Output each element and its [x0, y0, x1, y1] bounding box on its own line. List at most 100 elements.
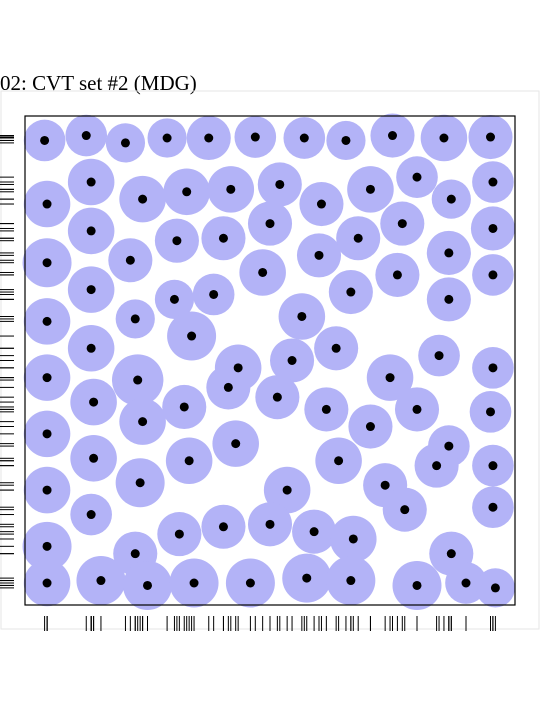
sample-point	[287, 356, 297, 365]
sample-point	[265, 219, 275, 229]
sample-point	[184, 456, 194, 466]
disk-layer	[22, 113, 515, 610]
sample-point	[209, 289, 219, 299]
sample-point	[434, 351, 444, 361]
sample-point	[444, 248, 454, 258]
sample-point	[385, 373, 395, 383]
sample-point	[187, 331, 197, 341]
sample-point	[397, 219, 407, 229]
sample-point	[174, 529, 184, 539]
sample-point	[40, 135, 50, 145]
sample-point	[488, 363, 498, 373]
sample-point	[309, 527, 319, 537]
sample-point	[89, 453, 99, 463]
sample-point	[86, 510, 96, 520]
sample-point	[439, 133, 449, 143]
sample-point	[490, 583, 500, 593]
sample-point	[89, 397, 99, 407]
sample-point	[297, 311, 307, 321]
sample-point	[233, 363, 243, 373]
sample-point	[486, 407, 495, 417]
sample-point	[125, 255, 135, 265]
sample-point	[42, 258, 52, 268]
sample-point	[135, 478, 145, 488]
sample-point	[231, 439, 241, 449]
sample-point	[120, 138, 130, 148]
sample-point	[282, 485, 292, 495]
sample-point	[143, 580, 152, 590]
sample-point	[218, 233, 228, 243]
sample-point	[412, 580, 422, 590]
sample-point	[218, 522, 228, 532]
sample-point	[380, 480, 390, 490]
sample-point	[42, 429, 52, 439]
sample-point	[130, 549, 140, 559]
sample-point	[133, 375, 143, 385]
sample-point	[86, 177, 96, 187]
sample-point	[189, 578, 199, 588]
sample-point	[42, 541, 52, 551]
sample-point	[446, 549, 456, 559]
sample-point	[488, 177, 498, 187]
sample-point	[348, 534, 358, 544]
sample-point	[488, 270, 498, 280]
sample-point	[334, 456, 344, 466]
sample-point	[42, 316, 52, 326]
sample-point	[245, 578, 255, 588]
sample-point	[275, 179, 285, 189]
sample-point	[461, 578, 471, 588]
sample-point	[353, 233, 363, 243]
sample-point	[42, 578, 52, 588]
sample-point	[86, 343, 96, 353]
sample-point	[346, 576, 356, 586]
sample-point	[250, 132, 260, 142]
sample-point	[444, 294, 454, 304]
sample-point	[412, 404, 422, 414]
sample-point	[302, 573, 312, 583]
sample-point	[204, 133, 214, 143]
sample-point	[365, 422, 375, 432]
sample-point	[86, 226, 96, 236]
sample-point	[272, 392, 282, 402]
sample-point	[42, 373, 52, 383]
sample-point	[223, 382, 233, 392]
sample-point	[488, 223, 498, 233]
sample-point	[130, 314, 140, 324]
sample-point	[172, 236, 182, 246]
y-projection-rug	[0, 135, 14, 589]
sample-point	[488, 461, 498, 471]
sample-point	[169, 294, 179, 304]
x-projection-rug	[44, 616, 496, 631]
sample-point	[162, 133, 172, 143]
sample-point	[265, 519, 275, 529]
sample-point	[86, 285, 96, 295]
sample-point	[42, 199, 52, 209]
unit-square-frame	[24, 115, 516, 606]
sample-point	[316, 199, 326, 209]
sample-point	[258, 267, 268, 277]
sample-point	[96, 576, 106, 586]
sample-point	[42, 485, 52, 495]
sample-point	[388, 131, 397, 141]
sample-point	[412, 172, 422, 182]
sample-point	[365, 184, 375, 194]
sample-point	[314, 250, 324, 260]
sample-point	[400, 505, 410, 515]
sample-point	[138, 417, 148, 427]
sample-point	[226, 184, 236, 194]
sample-point	[432, 461, 442, 471]
sample-point	[446, 194, 456, 204]
sample-point	[488, 502, 498, 512]
sample-point	[182, 187, 192, 197]
sample-point	[331, 343, 341, 353]
sample-point	[299, 133, 309, 143]
sample-point	[346, 287, 356, 297]
sample-point	[341, 135, 351, 145]
sample-point	[138, 194, 148, 204]
sample-point	[179, 402, 189, 412]
sample-point	[81, 131, 91, 141]
sample-point	[444, 441, 454, 451]
sample-point	[486, 132, 495, 142]
sample-point	[321, 404, 331, 414]
